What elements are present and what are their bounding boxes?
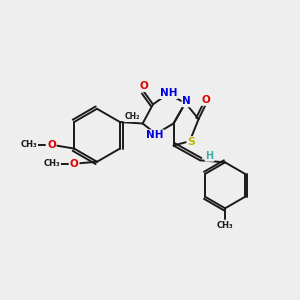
Text: O: O (47, 140, 56, 150)
Text: CH₃: CH₃ (21, 140, 37, 149)
Text: S: S (187, 137, 195, 147)
Text: CH₃: CH₃ (44, 159, 60, 168)
Text: O: O (201, 95, 210, 105)
Text: CH₂: CH₂ (124, 112, 140, 122)
Text: NH: NH (146, 130, 164, 140)
Text: NH: NH (160, 88, 177, 98)
Text: CH₃: CH₃ (217, 221, 233, 230)
Text: O: O (70, 159, 79, 169)
Text: N: N (182, 96, 191, 106)
Text: O: O (140, 81, 148, 91)
Text: H: H (206, 151, 214, 161)
